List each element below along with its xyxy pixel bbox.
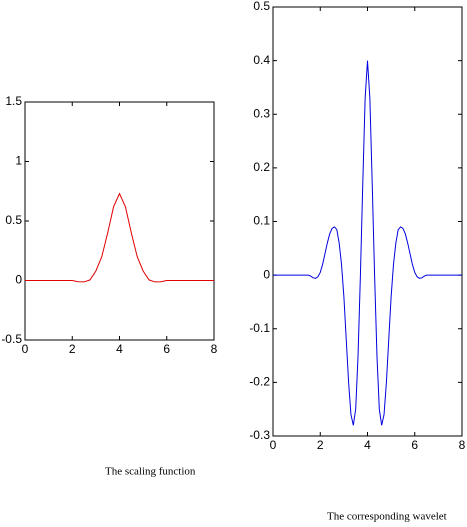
y-tick-label: 0.1 (253, 214, 270, 228)
x-tick-label: 0 (22, 342, 29, 356)
y-tick-label: 1 (15, 154, 22, 168)
y-tick-label: 0.3 (253, 106, 270, 120)
y-tick-label: 0 (263, 267, 270, 281)
plot-frame (24, 101, 215, 341)
y-tick-label: 1.5 (5, 94, 22, 108)
y-tick-label: 0.2 (253, 160, 270, 174)
x-tick-label: 0 (270, 438, 277, 452)
y-tick-label: -0.1 (249, 321, 270, 335)
plot-frame (272, 6, 463, 437)
x-tick-label: 6 (411, 438, 418, 452)
x-tick-label: 6 (163, 342, 170, 356)
y-tick-label: -0.3 (249, 428, 270, 442)
y-tick-label: 0 (15, 273, 22, 287)
y-tick-label: 0.4 (253, 53, 270, 67)
y-tick-label: -0.2 (249, 375, 270, 389)
y-tick-label: -0.5 (1, 332, 22, 346)
caption: The scaling function (105, 466, 196, 478)
data-line (273, 60, 462, 426)
x-tick-label: 2 (317, 438, 324, 452)
x-tick-label: 2 (69, 342, 76, 356)
y-tick-label: 0.5 (5, 213, 22, 227)
y-tick-label: 0.5 (253, 0, 270, 13)
caption: The corresponding wavelet (327, 511, 447, 523)
x-tick-label: 8 (211, 342, 218, 356)
x-tick-label: 8 (459, 438, 466, 452)
x-tick-label: 4 (364, 438, 371, 452)
x-tick-label: 4 (116, 342, 123, 356)
data-line (25, 192, 214, 283)
